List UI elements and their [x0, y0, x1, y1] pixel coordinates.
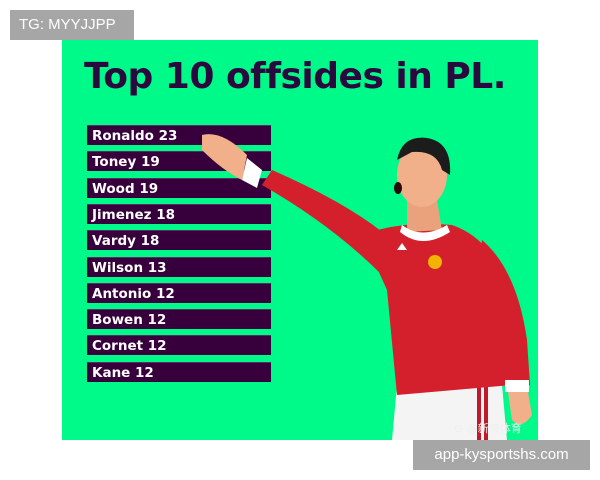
player-illustration — [202, 134, 532, 440]
poster-title: Top 10 offsides in PL. — [84, 56, 506, 97]
ranking-item: Wilson 13 — [87, 256, 271, 277]
ranking-item: Antonio 12 — [87, 282, 271, 303]
ranking-item: Vardy 18 — [87, 230, 271, 251]
offsides-poster: Top 10 offsides in PL. Ronaldo 23 Toney 1… — [62, 40, 538, 440]
watermark-bottom: app-kysportshs.com — [413, 440, 590, 470]
ranking-item: Bowen 12 — [87, 309, 271, 330]
ranking-item: Kane 12 — [87, 361, 271, 382]
source-logo: ⊙ @新浪体育 — [454, 422, 522, 435]
ranking-item: Cornet 12 — [87, 335, 271, 356]
watermark-top: TG: MYYJJPP — [10, 10, 134, 40]
ranking-item: Wood 19 — [87, 177, 271, 198]
ranking-item: Jimenez 18 — [87, 203, 271, 224]
source-logo-text: @新浪体育 — [466, 422, 522, 435]
